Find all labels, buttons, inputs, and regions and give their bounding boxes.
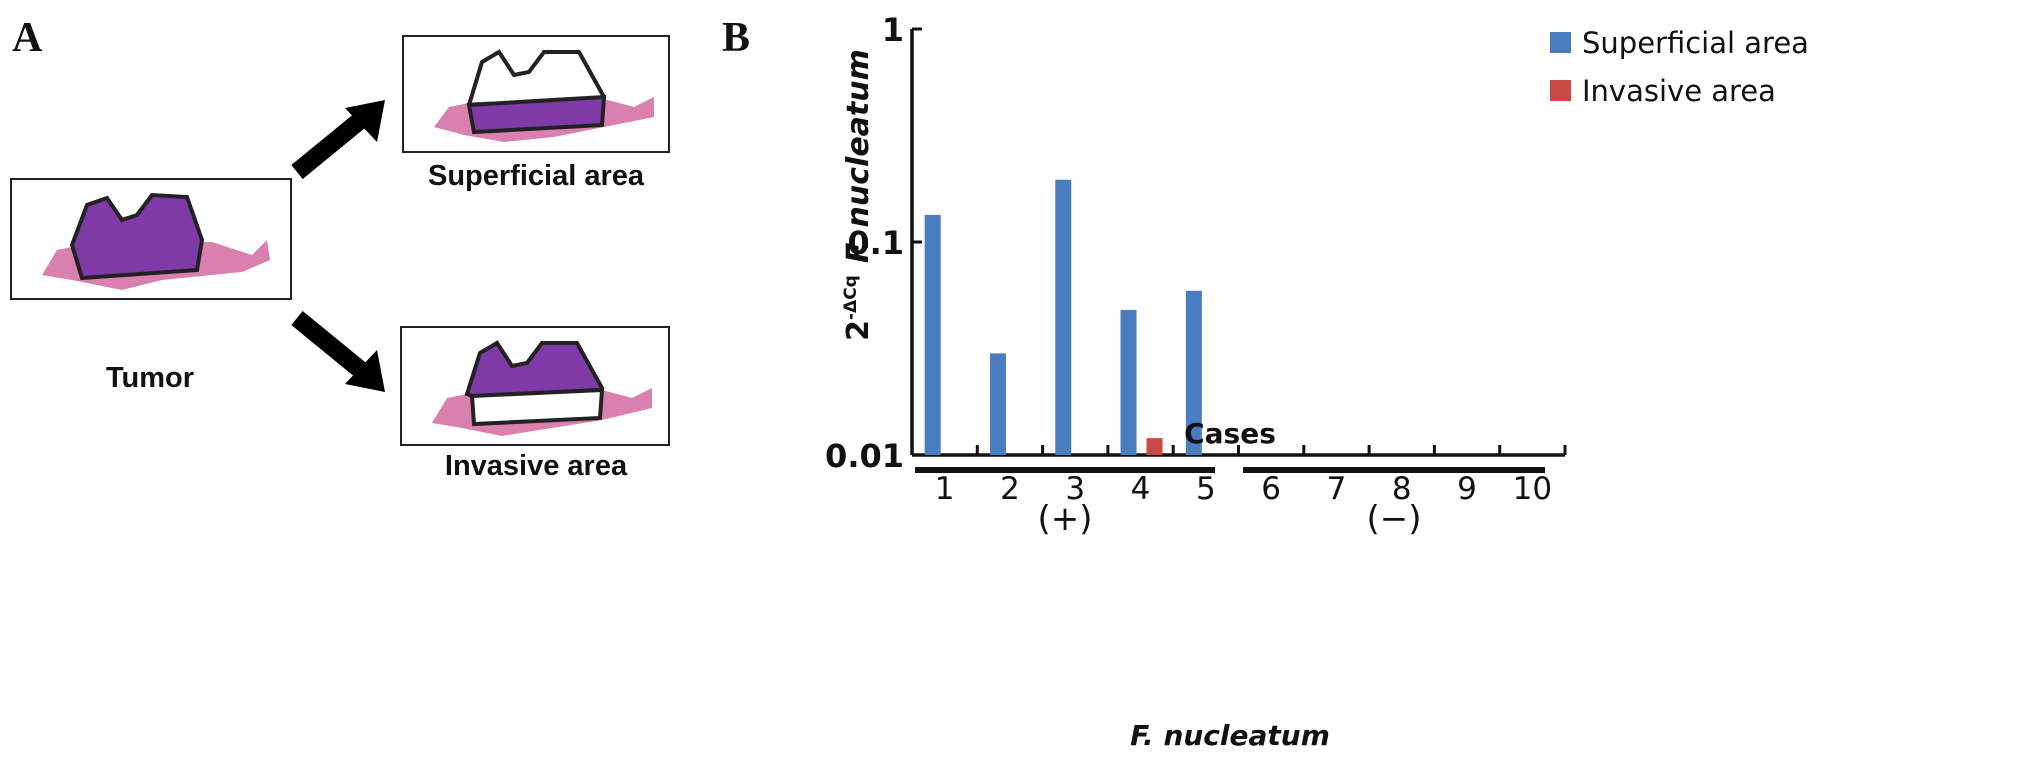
x-tick-label: 6 bbox=[1261, 471, 1281, 507]
tumor-label: Tumor bbox=[105, 362, 195, 394]
group-label: (+) bbox=[1037, 499, 1092, 539]
x-tick-label: 3 bbox=[1065, 471, 1085, 507]
tumor-tissue-image bbox=[42, 192, 270, 290]
x-tick-label: 9 bbox=[1457, 471, 1477, 507]
bar-superficial-case-3 bbox=[1055, 179, 1072, 455]
tumor-image-box bbox=[10, 178, 292, 300]
arrow-down-right-icon bbox=[291, 311, 385, 392]
y-tick-label: 0.01 bbox=[825, 437, 904, 475]
legend-swatch-superficial bbox=[1550, 32, 1571, 53]
x-tick-label: 1 bbox=[935, 471, 955, 507]
panel-b-letter: B bbox=[722, 15, 751, 61]
x-tick-label: 4 bbox=[1131, 471, 1151, 507]
x-tick-label: 2 bbox=[1000, 471, 1020, 507]
arrow-up-right-icon bbox=[291, 100, 385, 179]
group-label: (−) bbox=[1366, 499, 1421, 539]
arrows bbox=[291, 100, 385, 392]
bar-superficial-case-5 bbox=[1185, 290, 1202, 455]
group-axis-label: F. nucleatum bbox=[1130, 719, 1330, 752]
x-tick-label: 7 bbox=[1327, 471, 1347, 507]
x-axis-label: Cases bbox=[1184, 417, 1276, 450]
legend-label-invasive: Invasive area bbox=[1582, 74, 1776, 108]
y-axis-label: 2-ΔCq F. nucleatum bbox=[841, 49, 876, 341]
invasive-label: Invasive area bbox=[444, 450, 628, 482]
x-tick-label: 10 bbox=[1513, 471, 1552, 507]
y-tick-label: 0.1 bbox=[847, 224, 904, 262]
legend-label-superficial: Superficial area bbox=[1582, 26, 1809, 60]
invasive-image-box bbox=[400, 326, 670, 446]
y-label-superscript: -ΔCq bbox=[841, 275, 861, 320]
bar-invasive-case-4 bbox=[1146, 438, 1163, 455]
y-tick-label: 1 bbox=[882, 11, 904, 49]
svg-text:2-ΔCqF. nucleatum: 2-ΔCq F. nucleatum bbox=[841, 49, 876, 341]
superficial-label: Superficial area bbox=[428, 160, 644, 192]
bar-superficial-case-4 bbox=[1120, 309, 1137, 455]
invasive-tissue-image bbox=[432, 340, 652, 436]
bar-superficial-case-2 bbox=[989, 353, 1006, 455]
superficial-image-box bbox=[402, 35, 670, 153]
panel-a-letter: A bbox=[12, 15, 43, 61]
y-label-species: F. nucleatum bbox=[841, 49, 876, 263]
legend-swatch-invasive bbox=[1550, 80, 1571, 101]
x-tick-label: 8 bbox=[1392, 471, 1412, 507]
bar-superficial-case-1 bbox=[924, 214, 941, 455]
x-tick-label: 5 bbox=[1196, 471, 1216, 507]
superficial-tissue-image bbox=[434, 49, 654, 142]
y-label-base: 2 bbox=[841, 320, 876, 341]
